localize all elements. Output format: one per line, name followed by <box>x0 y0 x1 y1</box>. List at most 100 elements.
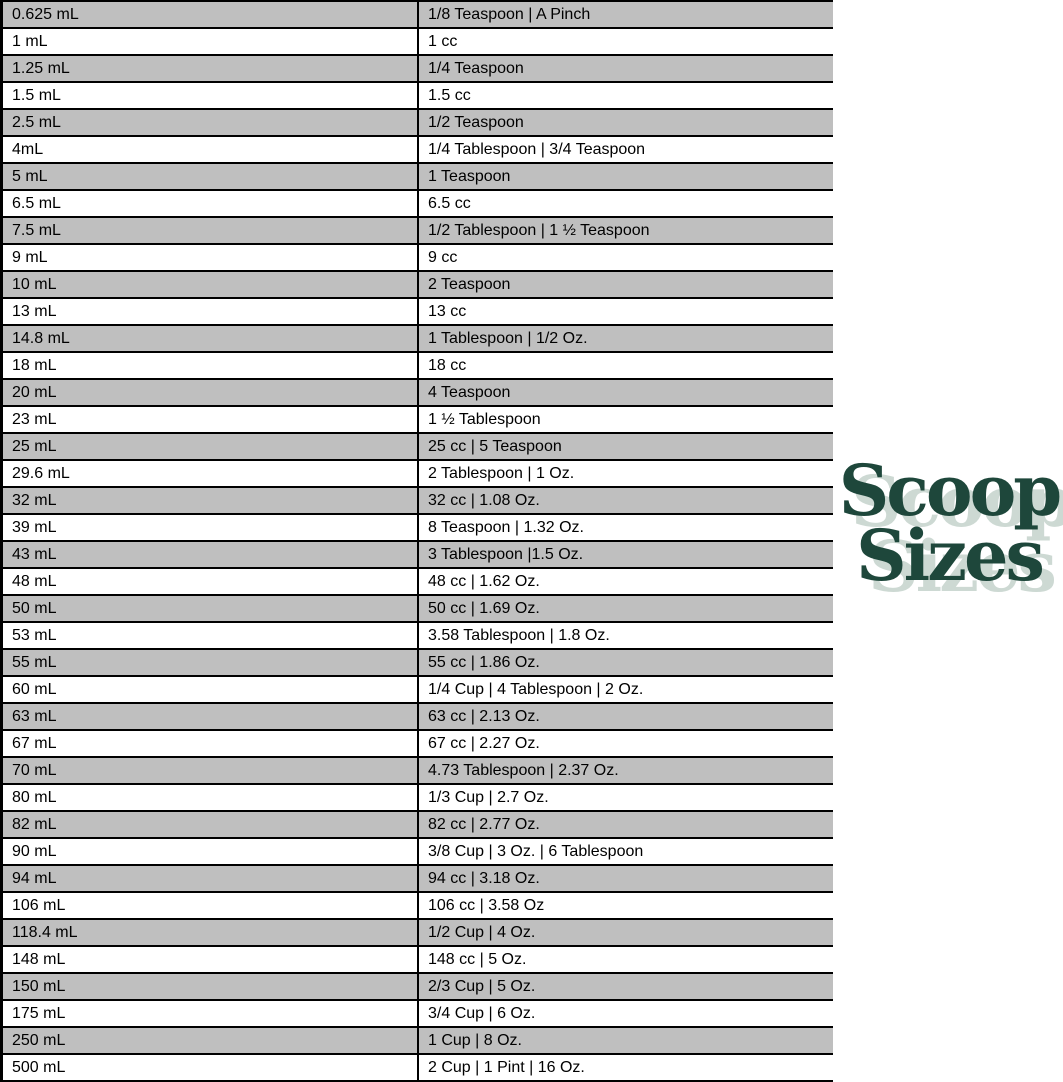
table-row: 70 mL 4.73 Tablespoon | 2.37 Oz. <box>3 758 833 785</box>
conversion-table: 0.625 mL 1/8 Teaspoon | A Pinch 1 mL 1 c… <box>0 0 833 1082</box>
ml-value-cell: 82 mL <box>3 812 417 837</box>
ml-value-cell: 150 mL <box>3 974 417 999</box>
ml-value-cell: 94 mL <box>3 866 417 891</box>
table-row: 63 mL 63 cc | 2.13 Oz. <box>3 704 833 731</box>
table-row: 1 mL 1 cc <box>3 29 833 56</box>
equivalent-value-cell: 3.58 Tablespoon | 1.8 Oz. <box>417 623 833 648</box>
equivalent-value-cell: 2 Cup | 1 Pint | 16 Oz. <box>417 1055 833 1080</box>
ml-value-cell: 1.5 mL <box>12 86 61 104</box>
table-row: 9 mL 9 cc <box>3 245 833 272</box>
equivalent-value-cell: 63 cc | 2.13 Oz. <box>417 704 833 729</box>
table-row: 60 mL 1/4 Cup | 4 Tablespoon | 2 Oz. <box>3 677 833 704</box>
equivalent-value-cell: 13 cc <box>417 299 833 324</box>
table-row: 4mL 1/4 Tablespoon | 3/4 Teaspoon <box>3 137 833 164</box>
ml-value-cell: 13 mL <box>12 302 57 320</box>
ml-value-cell: 9 mL <box>12 248 48 266</box>
equivalent-value-cell: 3 Tablespoon |1.5 Oz. <box>417 542 833 567</box>
equivalent-value-cell: 94 cc | 3.18 Oz. <box>417 866 833 891</box>
ml-value-cell: 20 mL <box>3 380 417 405</box>
equivalent-value-cell: 50 cc | 1.69 Oz. <box>417 596 833 621</box>
ml-value-cell: 5 mL <box>3 164 417 189</box>
table-row: 80 mL 1/3 Cup | 2.7 Oz. <box>3 785 833 812</box>
equivalent-value-cell: 1 Tablespoon | 1/2 Oz. <box>417 326 833 351</box>
ml-value-cell: 43 mL <box>3 542 417 567</box>
equivalent-value-cell: 9 cc <box>417 245 833 270</box>
table-row: 67 mL 67 cc | 2.27 Oz. <box>3 731 833 758</box>
ml-value-cell: 6.5 mL <box>12 194 61 212</box>
table-row: 13 mL 13 cc <box>3 299 833 326</box>
equivalent-value-cell: 1 Teaspoon <box>417 164 833 189</box>
equivalent-value-cell: 1/2 Teaspoon <box>417 110 833 135</box>
ml-value-cell: 32 mL <box>3 488 417 513</box>
table-row: 90 mL 3/8 Cup | 3 Oz. | 6 Tablespoon <box>3 839 833 866</box>
equivalent-value-cell: 148 cc | 5 Oz. <box>417 947 833 972</box>
equivalent-value-cell: 67 cc | 2.27 Oz. <box>417 731 833 756</box>
ml-value-cell: 39 mL <box>12 518 57 536</box>
ml-value-cell: 1 mL <box>12 32 48 50</box>
equivalent-value-cell: 2 Teaspoon <box>417 272 833 297</box>
logo-line-2: Sizes <box>856 514 1045 597</box>
ml-value-cell: 106 mL <box>12 896 66 914</box>
table-row: 7.5 mL 1/2 Tablespoon | 1 ½ Teaspoon <box>3 218 833 245</box>
equivalent-value-cell: 55 cc | 1.86 Oz. <box>417 650 833 675</box>
ml-value-cell: 500 mL <box>12 1058 66 1076</box>
table-row: 23 mL 1 ½ Tablespoon <box>3 407 833 434</box>
equivalent-value-cell: 1/4 Teaspoon <box>417 56 833 81</box>
ml-value-cell: 50 mL <box>3 596 417 621</box>
ml-value-cell: 2.5 mL <box>3 110 417 135</box>
ml-value-cell: 67 mL <box>12 734 57 752</box>
ml-value-cell: 48 mL <box>12 572 57 590</box>
table-row: 5 mL 1 Teaspoon <box>3 164 833 191</box>
equivalent-value-cell: 1/8 Teaspoon | A Pinch <box>417 2 833 27</box>
ml-value-cell: 23 mL <box>12 410 57 428</box>
table-row: 39 mL 8 Teaspoon | 1.32 Oz. <box>3 515 833 542</box>
equivalent-value-cell: 1/2 Cup | 4 Oz. <box>417 920 833 945</box>
ml-value-cell: 175 mL <box>12 1004 66 1022</box>
ml-value-cell: 29.6 mL <box>12 464 70 482</box>
scoop-sizes-logo: Scoop Sizes <box>836 449 1063 597</box>
ml-value-cell: 63 mL <box>3 704 417 729</box>
equivalent-value-cell: 48 cc | 1.62 Oz. <box>417 569 833 594</box>
ml-value-cell: 55 mL <box>3 650 417 675</box>
table-row: 50 mL 50 cc | 1.69 Oz. <box>3 596 833 623</box>
logo-line-1: Scoop <box>838 449 1063 532</box>
ml-value-cell: 0.625 mL <box>3 2 417 27</box>
table-row: 94 mL 94 cc | 3.18 Oz. <box>3 866 833 893</box>
equivalent-value-cell: 4 Teaspoon <box>417 380 833 405</box>
ml-value-cell: 53 mL <box>12 626 57 644</box>
table-row: 55 mL 55 cc | 1.86 Oz. <box>3 650 833 677</box>
table-row: 150 mL 2/3 Cup | 5 Oz. <box>3 974 833 1001</box>
ml-value-cell: 80 mL <box>12 788 57 806</box>
table-row: 18 mL 18 cc <box>3 353 833 380</box>
table-row: 43 mL 3 Tablespoon |1.5 Oz. <box>3 542 833 569</box>
table-row: 14.8 mL 1 Tablespoon | 1/2 Oz. <box>3 326 833 353</box>
table-row: 32 mL 32 cc | 1.08 Oz. <box>3 488 833 515</box>
equivalent-value-cell: 25 cc | 5 Teaspoon <box>417 434 833 459</box>
table-row: 106 mL 106 cc | 3.58 Oz <box>3 893 833 920</box>
ml-value-cell: 25 mL <box>3 434 417 459</box>
table-row: 20 mL 4 Teaspoon <box>3 380 833 407</box>
equivalent-value-cell: 6.5 cc <box>417 191 833 216</box>
equivalent-value-cell: 3/4 Cup | 6 Oz. <box>417 1001 833 1026</box>
equivalent-value-cell: 32 cc | 1.08 Oz. <box>417 488 833 513</box>
ml-value-cell: 70 mL <box>3 758 417 783</box>
table-row: 53 mL 3.58 Tablespoon | 1.8 Oz. <box>3 623 833 650</box>
table-row: 1.25 mL 1/4 Teaspoon <box>3 56 833 83</box>
equivalent-value-cell: 2 Tablespoon | 1 Oz. <box>417 461 833 486</box>
table-row: 118.4 mL 1/2 Cup | 4 Oz. <box>3 920 833 947</box>
ml-value-cell: 14.8 mL <box>3 326 417 351</box>
table-row: 82 mL 82 cc | 2.77 Oz. <box>3 812 833 839</box>
ml-value-cell: 4mL <box>12 140 44 158</box>
table-row: 25 mL 25 cc | 5 Teaspoon <box>3 434 833 461</box>
ml-value-cell: 1.25 mL <box>3 56 417 81</box>
equivalent-value-cell: 18 cc <box>417 353 833 378</box>
table-row: 2.5 mL 1/2 Teaspoon <box>3 110 833 137</box>
equivalent-value-cell: 2/3 Cup | 5 Oz. <box>417 974 833 999</box>
ml-value-cell: 148 mL <box>12 950 66 968</box>
equivalent-value-cell: 1 ½ Tablespoon <box>417 407 833 432</box>
equivalent-value-cell: 8 Teaspoon | 1.32 Oz. <box>417 515 833 540</box>
table-row: 29.6 mL 2 Tablespoon | 1 Oz. <box>3 461 833 488</box>
table-row: 48 mL 48 cc | 1.62 Oz. <box>3 569 833 596</box>
equivalent-value-cell: 106 cc | 3.58 Oz <box>417 893 833 918</box>
